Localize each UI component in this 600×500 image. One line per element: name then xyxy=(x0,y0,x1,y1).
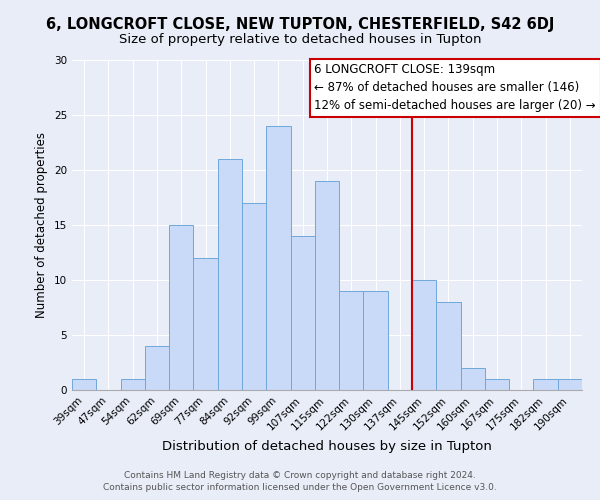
Bar xyxy=(121,379,145,390)
Bar xyxy=(315,181,339,390)
Bar xyxy=(364,291,388,390)
Bar xyxy=(412,280,436,390)
Bar xyxy=(169,225,193,390)
Bar xyxy=(339,291,364,390)
Bar xyxy=(558,379,582,390)
Text: 6 LONGCROFT CLOSE: 139sqm
← 87% of detached houses are smaller (146)
12% of semi: 6 LONGCROFT CLOSE: 139sqm ← 87% of detac… xyxy=(314,64,596,112)
Text: Size of property relative to detached houses in Tupton: Size of property relative to detached ho… xyxy=(119,32,481,46)
Bar xyxy=(72,379,96,390)
X-axis label: Distribution of detached houses by size in Tupton: Distribution of detached houses by size … xyxy=(162,440,492,453)
Bar xyxy=(193,258,218,390)
Bar xyxy=(290,236,315,390)
Bar xyxy=(436,302,461,390)
Bar xyxy=(266,126,290,390)
Bar xyxy=(242,203,266,390)
Bar xyxy=(533,379,558,390)
Text: Contains HM Land Registry data © Crown copyright and database right 2024.
Contai: Contains HM Land Registry data © Crown c… xyxy=(103,471,497,492)
Bar xyxy=(145,346,169,390)
Bar xyxy=(485,379,509,390)
Y-axis label: Number of detached properties: Number of detached properties xyxy=(35,132,49,318)
Bar xyxy=(218,159,242,390)
Text: 6, LONGCROFT CLOSE, NEW TUPTON, CHESTERFIELD, S42 6DJ: 6, LONGCROFT CLOSE, NEW TUPTON, CHESTERF… xyxy=(46,18,554,32)
Bar xyxy=(461,368,485,390)
